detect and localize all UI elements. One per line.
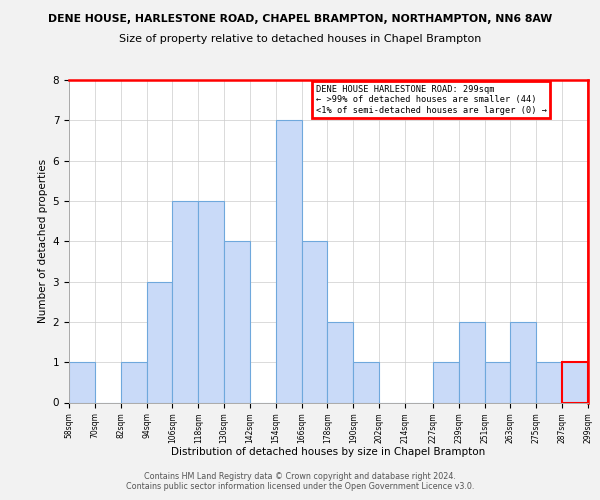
- Bar: [353, 362, 379, 403]
- Bar: [562, 362, 588, 403]
- Text: Contains HM Land Registry data © Crown copyright and database right 2024.: Contains HM Land Registry data © Crown c…: [144, 472, 456, 481]
- Bar: [459, 322, 485, 402]
- Bar: [536, 362, 562, 403]
- Bar: [276, 120, 302, 402]
- Bar: [224, 242, 250, 402]
- Bar: [433, 362, 459, 403]
- Text: DENE HOUSE HARLESTONE ROAD: 299sqm
← >99% of detached houses are smaller (44)
<1: DENE HOUSE HARLESTONE ROAD: 299sqm ← >99…: [316, 85, 547, 114]
- Bar: [172, 201, 198, 402]
- Bar: [146, 282, 172, 403]
- Bar: [328, 322, 353, 402]
- Text: Contains public sector information licensed under the Open Government Licence v3: Contains public sector information licen…: [126, 482, 474, 491]
- Text: DENE HOUSE, HARLESTONE ROAD, CHAPEL BRAMPTON, NORTHAMPTON, NN6 8AW: DENE HOUSE, HARLESTONE ROAD, CHAPEL BRAM…: [48, 14, 552, 24]
- Bar: [485, 362, 511, 403]
- Text: Size of property relative to detached houses in Chapel Brampton: Size of property relative to detached ho…: [119, 34, 481, 44]
- X-axis label: Distribution of detached houses by size in Chapel Brampton: Distribution of detached houses by size …: [172, 447, 485, 457]
- Bar: [69, 362, 95, 403]
- Bar: [198, 201, 224, 402]
- Y-axis label: Number of detached properties: Number of detached properties: [38, 159, 49, 324]
- Bar: [511, 322, 536, 402]
- Bar: [302, 242, 328, 402]
- Bar: [121, 362, 146, 403]
